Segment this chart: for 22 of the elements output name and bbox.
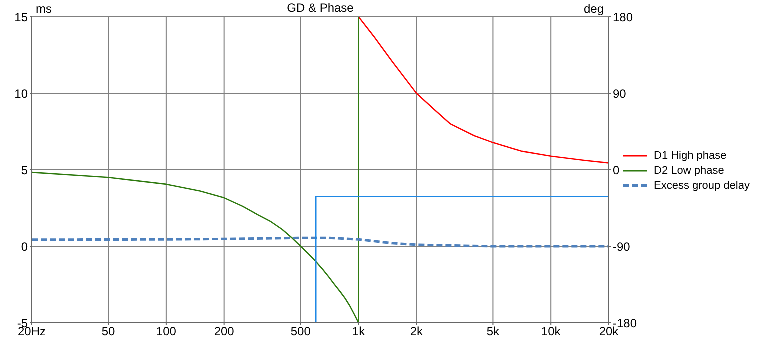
y2-tick-label: 90 [613,86,627,101]
y2-tick-label: 0 [613,163,620,178]
y-tick-label: 10 [14,86,28,101]
x-tick-label: 5k [486,324,501,339]
x-tick-label: 1k [352,324,366,339]
x-tick-label: 100 [156,324,177,339]
y-axis-title: ms [36,2,52,16]
y-tick-label: 0 [21,240,28,254]
x-tick-label: 2k [410,324,424,339]
x-tick-label: 10k [541,324,562,339]
y2-tick-label: -90 [613,240,631,254]
y-tick-label: 5 [21,163,28,178]
chart-title: GD & Phase [287,1,354,15]
x-tick-label: 50 [102,324,116,339]
y2-axis-title: deg [584,2,604,16]
legend-label: Excess group delay [654,180,750,192]
legend-label: D2 Low phase [654,164,724,176]
y-tick-label: 15 [14,10,28,24]
y2-tick-label: 180 [613,10,634,24]
x-tick-label: 500 [290,324,312,339]
legend-label: D1 High phase [654,150,727,162]
x-tick-label: 200 [214,324,235,339]
